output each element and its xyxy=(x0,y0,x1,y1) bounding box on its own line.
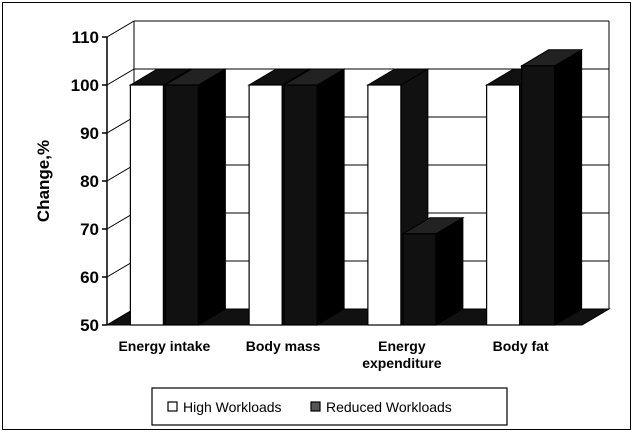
gridline-side xyxy=(106,116,135,134)
y-tick-label: 80 xyxy=(80,172,99,191)
bar-reduced-workloads-side xyxy=(197,68,226,326)
x-tick-label-line: Energy xyxy=(378,338,426,354)
bar-high-workloads xyxy=(248,84,283,326)
y-tick-label: 100 xyxy=(71,76,99,95)
gridline-side xyxy=(106,212,135,230)
y-tick-label: 90 xyxy=(80,124,99,143)
x-tick-label: Energy expenditure xyxy=(362,338,442,371)
y-tick-label: 70 xyxy=(80,220,99,239)
gridline-side xyxy=(106,260,135,278)
x-tick-label-line: expenditure xyxy=(362,355,442,371)
bar-reduced-workloads-side xyxy=(316,68,345,326)
bar-reduced-workloads-side xyxy=(554,48,583,326)
x-tick-label-line: Body fat xyxy=(493,338,549,354)
bar-reduced-workloads xyxy=(283,84,318,326)
bar-reduced-workloads-side xyxy=(435,216,464,326)
x-tick-label: Body fat xyxy=(493,338,549,354)
bar-reduced-workloads xyxy=(164,84,199,326)
legend-label: High Workloads xyxy=(183,399,282,415)
gridline-side xyxy=(106,68,135,86)
gridline-side xyxy=(106,164,135,182)
legend-label: Reduced Workloads xyxy=(326,399,452,415)
legend-swatch xyxy=(310,401,321,412)
bar-high-workloads xyxy=(367,84,402,326)
legend-box xyxy=(151,387,508,426)
y-axis-label: Change,% xyxy=(34,140,53,222)
bar-reduced-workloads xyxy=(402,233,437,326)
bar-high-workloads xyxy=(129,84,164,326)
x-tick-label: Body mass xyxy=(246,338,321,354)
bar-reduced-workloads xyxy=(521,65,556,326)
y-tick-label: 60 xyxy=(80,268,99,287)
bar-high-workloads xyxy=(486,84,521,326)
x-tick-label-line: Energy intake xyxy=(118,338,210,354)
y-tick-label: 110 xyxy=(72,28,99,47)
x-tick-label: Energy intake xyxy=(118,338,210,354)
legend-swatch xyxy=(167,401,178,412)
y-tick-label: 50 xyxy=(80,316,99,335)
gridline-side xyxy=(106,20,135,38)
x-tick-label-line: Body mass xyxy=(246,338,321,354)
